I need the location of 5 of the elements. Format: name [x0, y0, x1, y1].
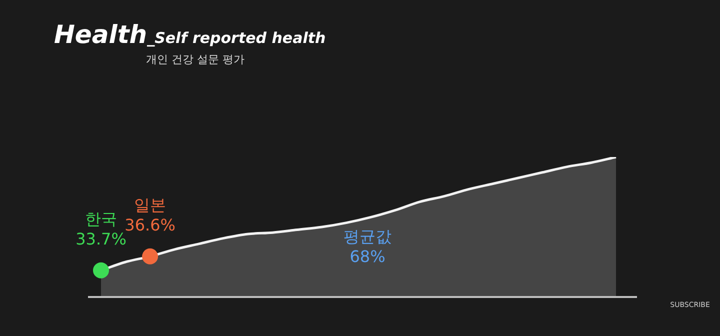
chart-title: Health_Self reported health: [54, 20, 326, 49]
annotation: 일본 36.6%: [124, 195, 176, 234]
annotation: 평균값 68%: [344, 227, 392, 266]
annotation: 한국 33.7%: [76, 209, 126, 248]
chart-subtitle: 개인 건강 설문 평가: [146, 52, 244, 67]
